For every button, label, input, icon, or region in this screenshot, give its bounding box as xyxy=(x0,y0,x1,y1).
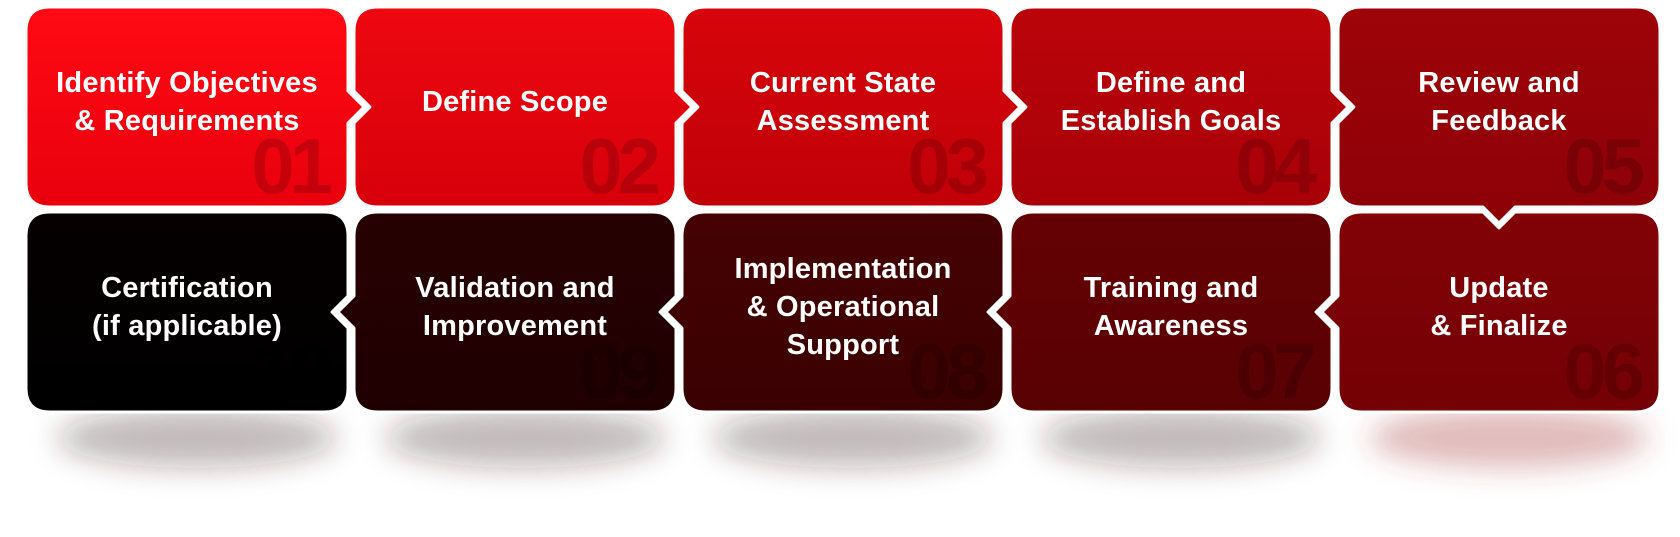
step-card-01 xyxy=(24,5,366,209)
step-card-02 xyxy=(352,5,694,209)
step-card-10 xyxy=(24,210,350,414)
card-shadow xyxy=(57,408,337,468)
step-card-05 xyxy=(1336,5,1662,225)
step-card-04 xyxy=(1008,5,1350,209)
step-card-07 xyxy=(992,210,1334,414)
card-shadow xyxy=(713,408,993,468)
card-shadow xyxy=(385,408,665,468)
step-cards xyxy=(24,5,1662,414)
step-card-09 xyxy=(336,210,678,414)
step-card-03 xyxy=(680,5,1022,209)
card-shadow xyxy=(1041,408,1321,468)
card-shadows xyxy=(57,408,1649,468)
step-card-08 xyxy=(664,210,1006,414)
card-shadow xyxy=(1369,408,1649,468)
step-card-06 xyxy=(1320,210,1662,414)
